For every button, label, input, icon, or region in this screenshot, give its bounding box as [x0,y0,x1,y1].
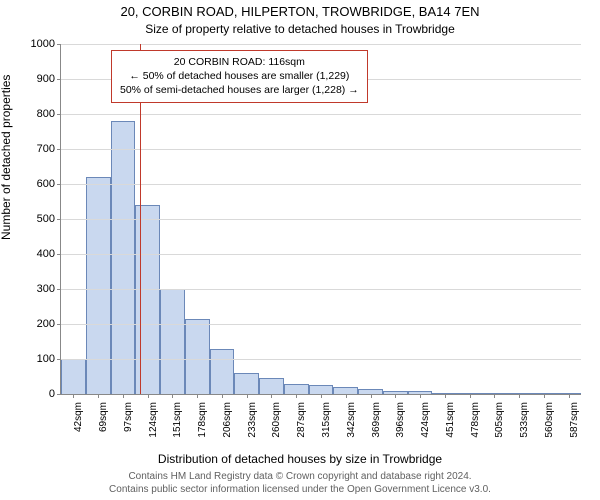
x-tick-label: 260sqm [271,402,282,452]
footer-line-1: Contains HM Land Registry data © Crown c… [0,471,600,484]
histogram-bar [309,385,334,394]
x-tick-label: 587sqm [569,402,580,452]
chart-subtitle: Size of property relative to detached ho… [0,22,600,36]
histogram-bar [259,378,284,394]
x-tick-label: 178sqm [197,402,208,452]
y-tick-label: 900 [23,73,55,85]
callout-line: ← 50% of detached houses are smaller (1,… [120,69,359,83]
x-tick-label: 124sqm [148,402,159,452]
x-tick-label: 369sqm [371,402,382,452]
histogram-bar [333,387,358,394]
x-tick-label: 560sqm [544,402,555,452]
y-tick-label: 0 [23,388,55,400]
histogram-bar [185,319,210,394]
x-axis-label: Distribution of detached houses by size … [0,452,600,466]
x-tick-label: 233sqm [247,402,258,452]
x-tick-label: 342sqm [346,402,357,452]
y-tick-label: 700 [23,143,55,155]
footer-line-2: Contains public sector information licen… [0,484,600,497]
y-tick-label: 800 [23,108,55,120]
x-tick-label: 396sqm [395,402,406,452]
x-tick-label: 478sqm [470,402,481,452]
y-tick-label: 300 [23,283,55,295]
histogram-bar [234,373,259,394]
chart-container: 20, CORBIN ROAD, HILPERTON, TROWBRIDGE, … [0,0,600,500]
histogram-bar [86,177,111,394]
callout-line: 50% of semi-detached houses are larger (… [120,83,359,97]
callout-box: 20 CORBIN ROAD: 116sqm← 50% of detached … [111,50,368,103]
callout-line: 20 CORBIN ROAD: 116sqm [120,55,359,69]
y-tick-label: 100 [23,353,55,365]
x-tick-label: 69sqm [98,402,109,452]
x-tick-label: 505sqm [494,402,505,452]
x-tick-label: 151sqm [172,402,183,452]
x-tick-label: 206sqm [222,402,233,452]
histogram-bar [111,121,136,394]
y-tick-label: 1000 [23,38,55,50]
histogram-bar [160,289,185,394]
y-tick-label: 200 [23,318,55,330]
y-axis-label: Number of detached properties [0,75,13,240]
y-tick-label: 400 [23,248,55,260]
histogram-bar [210,349,235,395]
x-tick-label: 424sqm [420,402,431,452]
chart-footer: Contains HM Land Registry data © Crown c… [0,471,600,496]
chart-title: 20, CORBIN ROAD, HILPERTON, TROWBRIDGE, … [0,4,600,19]
x-tick-label: 533sqm [519,402,530,452]
y-tick-label: 600 [23,178,55,190]
histogram-bar [135,205,160,394]
y-tick-label: 500 [23,213,55,225]
plot-area: 0100200300400500600700800900100042sqm69s… [60,44,581,395]
x-tick-label: 97sqm [123,402,134,452]
x-tick-label: 315sqm [321,402,332,452]
histogram-bar [284,384,309,395]
x-tick-label: 451sqm [445,402,456,452]
x-tick-label: 287sqm [296,402,307,452]
x-tick-label: 42sqm [73,402,84,452]
histogram-bar [61,359,86,394]
